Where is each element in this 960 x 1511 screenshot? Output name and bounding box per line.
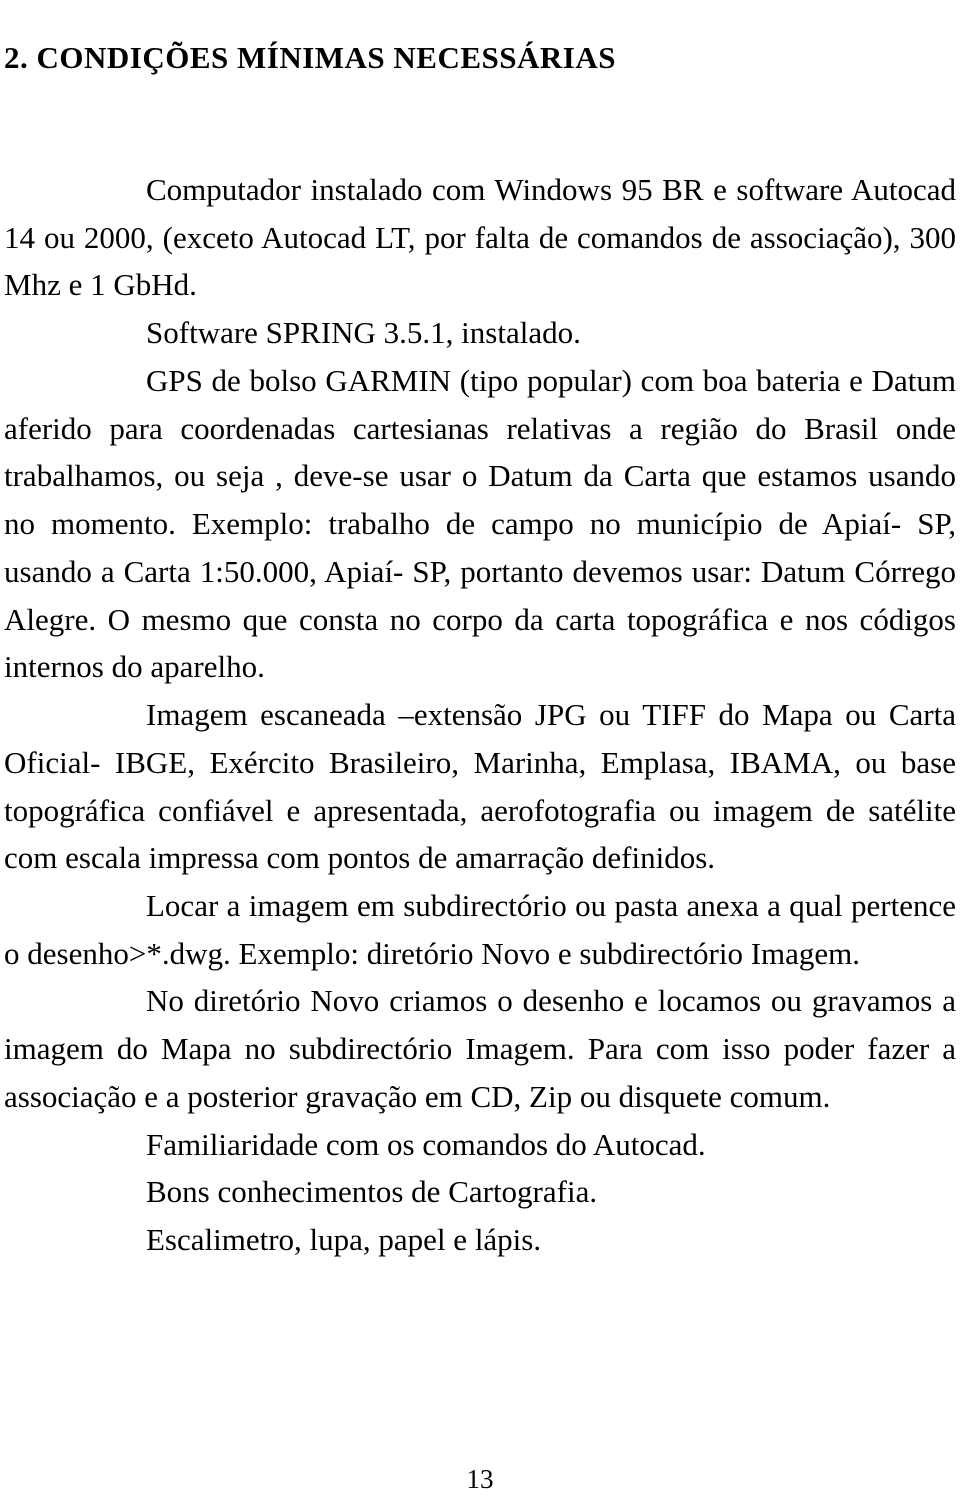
paragraph: Software SPRING 3.5.1, instalado.	[4, 309, 956, 357]
paragraph: Escalimetro, lupa, papel e lápis.	[4, 1216, 956, 1264]
paragraph: Imagem escaneada –extensão JPG ou TIFF d…	[4, 691, 956, 882]
section-heading: 2. CONDIÇÕES MÍNIMAS NECESSÁRIAS	[4, 40, 956, 76]
document-page: 2. CONDIÇÕES MÍNIMAS NECESSÁRIAS Computa…	[0, 0, 960, 1511]
paragraph: Computador instalado com Windows 95 BR e…	[4, 166, 956, 309]
paragraph: GPS de bolso GARMIN (tipo popular) com b…	[4, 357, 956, 691]
page-number: 13	[0, 1464, 960, 1495]
paragraph: No diretório Novo criamos o desenho e lo…	[4, 977, 956, 1120]
paragraph: Bons conhecimentos de Cartografia.	[4, 1168, 956, 1216]
paragraph: Familiaridade com os comandos do Autocad…	[4, 1121, 956, 1169]
paragraph: Locar a imagem em subdirectório ou pasta…	[4, 882, 956, 977]
